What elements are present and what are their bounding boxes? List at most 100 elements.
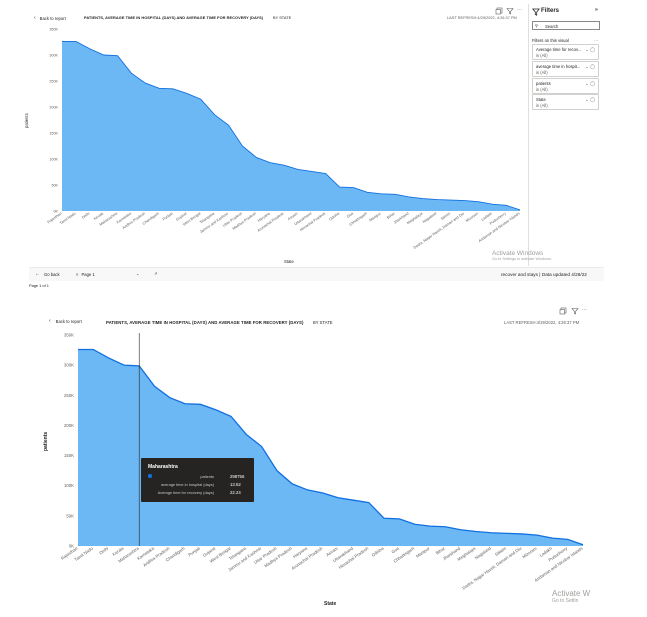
go-back-label: Go back xyxy=(44,271,60,277)
y-tick-label: 250K xyxy=(64,393,74,398)
filters-section-label: Filters on this visual xyxy=(532,38,569,43)
filter-card-controls[interactable]: ⌄ ◯ xyxy=(584,97,595,102)
top-report-pane: ‹ Back to report PATIENTS, AVERAGE TIME … xyxy=(24,6,528,266)
data-point[interactable] xyxy=(321,491,324,494)
x-tick-label: Nagaland xyxy=(474,545,492,560)
tooltip-state: Maharashtra xyxy=(148,464,178,470)
data-point[interactable] xyxy=(214,408,217,411)
data-point[interactable] xyxy=(490,531,493,534)
chevron-left-icon: ‹ xyxy=(34,15,36,21)
data-point[interactable] xyxy=(535,534,538,537)
y-tick-label: 350K xyxy=(49,28,58,32)
watermark-line2: Go to Settings to activate Windows. xyxy=(492,257,552,261)
filter-card-2[interactable]: patients is (All) ⌄ ◯ xyxy=(532,78,599,94)
data-point[interactable] xyxy=(107,356,110,359)
filter-card-controls[interactable]: ⌄ ◯ xyxy=(584,47,595,52)
data-point[interactable] xyxy=(428,525,431,528)
copy-visual-icon[interactable] xyxy=(495,7,503,15)
filter-card-controls[interactable]: ⌄ ◯ xyxy=(584,64,595,69)
filter-card-1[interactable]: average time in hospit... is (All) ⌄ ◯ xyxy=(532,61,599,77)
filters-search-input[interactable]: ⚲ Search xyxy=(532,21,600,30)
search-placeholder: Search xyxy=(545,23,559,29)
activate-windows-watermark: Activate W Go to Settin xyxy=(552,589,590,604)
data-point[interactable] xyxy=(76,348,79,351)
more-options-icon[interactable]: … xyxy=(517,6,522,12)
data-point[interactable] xyxy=(505,532,508,535)
filter-visual-icon[interactable] xyxy=(506,7,514,15)
y-tick-label: 0K xyxy=(53,210,58,214)
data-point[interactable] xyxy=(122,364,125,367)
search-icon: ⚲ xyxy=(535,23,539,28)
data-point[interactable] xyxy=(168,396,171,399)
chevron-down-icon: ⌄ xyxy=(136,271,140,276)
data-updated-status: recover and stays | Data updated 4/28/22 xyxy=(501,272,587,277)
filter-card-value: is (All) xyxy=(536,70,548,75)
filter-card-label: average time in hospit... xyxy=(536,64,581,69)
x-tick-label: Ladakh xyxy=(481,212,493,222)
data-point[interactable] xyxy=(520,532,523,535)
data-point[interactable] xyxy=(291,482,294,485)
data-point[interactable] xyxy=(352,499,355,502)
filter-card-0[interactable]: Average time for recov... is (All) ⌄ ◯ xyxy=(532,44,599,60)
data-point[interactable] xyxy=(398,517,401,520)
x-tick-label: Sikkim xyxy=(494,545,508,557)
filter-card-3[interactable]: State is (All) ⌄ ◯ xyxy=(532,94,599,110)
x-tick-label: Haryana xyxy=(257,211,271,223)
data-point[interactable] xyxy=(153,385,156,388)
data-point[interactable] xyxy=(382,517,385,520)
filters-title: Filters xyxy=(541,8,560,14)
data-point[interactable] xyxy=(92,348,95,351)
data-point[interactable] xyxy=(306,488,309,491)
data-point[interactable] xyxy=(474,530,477,533)
copy-visual-icon[interactable] xyxy=(559,307,567,315)
expand-icon[interactable]: ↗ xyxy=(154,271,158,276)
x-axis-title: State xyxy=(284,259,294,264)
data-point[interactable] xyxy=(551,537,554,540)
series-line xyxy=(78,348,584,546)
filter-card-value: is (All) xyxy=(536,103,548,108)
data-point[interactable] xyxy=(199,403,202,406)
tooltip-row-label: patients xyxy=(200,474,214,479)
series-area-fill xyxy=(78,349,583,546)
x-tick-label: Kerala xyxy=(93,211,105,221)
data-point[interactable] xyxy=(367,501,370,504)
data-point[interactable] xyxy=(245,433,248,436)
data-point[interactable] xyxy=(260,445,263,448)
bottom-report-pane: ‹ Back to report PATIENTS, AVERAGE TIME … xyxy=(40,305,600,610)
report-bottom-bar: ← Go back ≡ Page 1 ⌄ ↗ recover and stays… xyxy=(29,267,604,281)
y-tick-label: 350K xyxy=(64,333,74,338)
go-back-button[interactable]: ← Go back xyxy=(35,271,60,277)
data-point[interactable] xyxy=(229,415,232,418)
more-options-icon[interactable]: … xyxy=(582,306,587,312)
back-to-report-label: Back to report xyxy=(55,318,82,324)
filter-card-value: is (All) xyxy=(536,87,548,92)
watermark-line1: Activate Windows xyxy=(492,250,544,257)
data-point[interactable] xyxy=(444,525,447,528)
filter-card-label: patients xyxy=(536,81,551,86)
filter-card-controls[interactable]: ⌄ ◯ xyxy=(584,81,595,86)
data-point[interactable] xyxy=(581,543,584,546)
data-point[interactable] xyxy=(184,402,187,405)
watermark-line2: Go to Settin xyxy=(552,598,579,604)
tooltip-row-label: average time in hospital (days) xyxy=(161,482,214,487)
back-to-report-link[interactable]: ‹ Back to report xyxy=(49,318,82,324)
data-point[interactable] xyxy=(459,528,462,531)
y-tick-label: 200K xyxy=(64,423,74,428)
collapse-filters-icon[interactable]: » xyxy=(595,7,598,13)
y-tick-label: 50K xyxy=(51,184,58,188)
filter-visual-icon[interactable] xyxy=(571,307,579,315)
data-point[interactable] xyxy=(413,523,416,526)
filters-section-more-icon[interactable]: … xyxy=(594,37,599,42)
filter-card-value: is (All) xyxy=(536,53,548,58)
filter-card-label: State xyxy=(536,97,546,102)
data-point[interactable] xyxy=(566,538,569,541)
x-tick-label: Odisha xyxy=(371,545,386,557)
x-tick-label: Assam xyxy=(287,212,299,222)
visual-title: PATIENTS, AVERAGE TIME IN HOSPITAL (DAYS… xyxy=(106,320,304,325)
series-area-fill xyxy=(62,41,520,212)
page-selector[interactable]: ≡ Page 1 ⌄ xyxy=(76,270,144,279)
data-point[interactable] xyxy=(337,496,340,499)
back-to-report-link[interactable]: ‹ Back to report xyxy=(34,14,66,22)
data-point[interactable] xyxy=(275,469,278,472)
